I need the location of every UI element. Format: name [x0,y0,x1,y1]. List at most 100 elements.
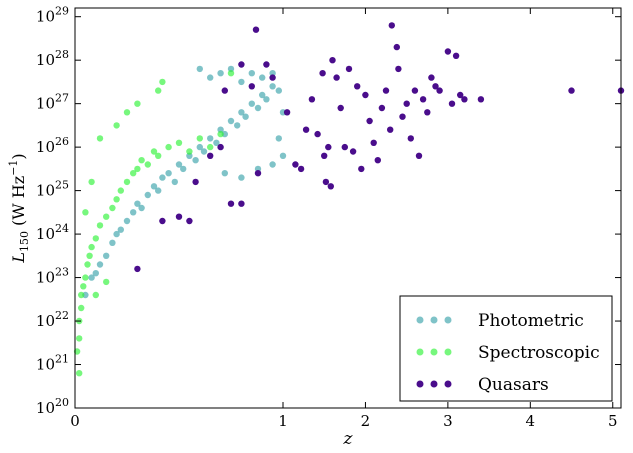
point-quasars [354,83,360,89]
x-tick-label: 4 [526,412,536,430]
point-photometric [263,96,269,102]
point-quasars [228,201,234,207]
point-quasars [217,144,223,150]
point-quasars [449,101,455,107]
point-quasars [249,83,255,89]
point-spectroscopic [186,148,192,154]
point-quasars [445,48,451,54]
point-spectroscopic [109,205,115,211]
point-photometric [155,187,161,193]
point-spectroscopic [93,292,99,298]
point-photometric [103,253,109,259]
point-quasars [428,74,434,80]
point-quasars [323,179,329,185]
y-tick-label: 1022 [36,309,69,330]
point-photometric [180,166,186,172]
point-spectroscopic [118,187,124,193]
point-spectroscopic [80,283,86,289]
point-spectroscopic [88,179,94,185]
point-quasars [358,166,364,172]
legend-marker [431,381,438,388]
point-spectroscopic [217,131,223,137]
point-quasars [389,22,395,28]
point-photometric [197,66,203,72]
point-photometric [207,74,213,80]
point-photometric [234,122,240,128]
legend-marker [445,317,452,324]
point-photometric [228,118,234,124]
point-spectroscopic [134,166,140,172]
point-spectroscopic [88,244,94,250]
point-spectroscopic [207,144,213,150]
point-quasars [253,27,259,33]
point-quasars [319,70,325,76]
y-tick-label: 1026 [36,135,69,156]
point-photometric [172,179,178,185]
point-quasars [176,214,182,220]
point-quasars [366,118,372,124]
point-photometric [159,174,165,180]
point-spectroscopic [138,157,144,163]
point-photometric [138,205,144,211]
point-quasars [453,53,459,59]
point-photometric [222,170,228,176]
point-photometric [124,218,130,224]
point-quasars [329,57,335,63]
point-spectroscopic [82,274,88,280]
point-quasars [346,66,352,72]
legend-marker [445,381,452,388]
point-photometric [280,153,286,159]
point-photometric [217,70,223,76]
point-spectroscopic [155,153,161,159]
y-axis-label-sub: 150 [18,231,31,252]
point-spectroscopic [76,335,82,341]
point-photometric [242,114,248,120]
point-spectroscopic [134,101,140,107]
y-axis-label-unit: (W Hz [9,176,28,231]
point-quasars [416,153,422,159]
point-quasars [238,201,244,207]
point-spectroscopic [82,209,88,215]
y-tick-label: 1023 [36,266,69,287]
point-photometric [145,192,151,198]
point-spectroscopic [97,135,103,141]
point-photometric [276,87,282,93]
point-spectroscopic [93,235,99,241]
point-spectroscopic [165,144,171,150]
point-quasars [186,218,192,224]
point-spectroscopic [103,214,109,220]
point-quasars [314,131,320,137]
legend-marker [431,349,438,356]
point-quasars [383,87,389,93]
point-spectroscopic [97,222,103,228]
point-quasars [328,183,334,189]
point-quasars [424,109,430,115]
legend-marker [445,349,452,356]
point-quasars [321,153,327,159]
point-quasars [395,66,401,72]
point-photometric [97,261,103,267]
y-tick-label: 1027 [36,92,69,113]
point-quasars [309,96,315,102]
point-quasars [478,96,484,102]
point-quasars [350,148,356,154]
point-photometric [201,148,207,154]
point-photometric [259,74,265,80]
legend-marker [417,381,424,388]
point-spectroscopic [176,140,182,146]
legend-marker [431,317,438,324]
point-spectroscopic [113,196,119,202]
x-tick-label: 3 [443,412,453,430]
point-spectroscopic [145,161,151,167]
point-spectroscopic [155,87,161,93]
point-spectroscopic [86,253,92,259]
legend-label: Quasars [478,375,549,395]
point-spectroscopic [76,370,82,376]
point-quasars [436,87,442,93]
y-tick-label: 1021 [36,353,69,374]
point-spectroscopic [228,70,234,76]
legend-marker [417,349,424,356]
point-quasars [404,101,410,107]
point-photometric [269,83,275,89]
